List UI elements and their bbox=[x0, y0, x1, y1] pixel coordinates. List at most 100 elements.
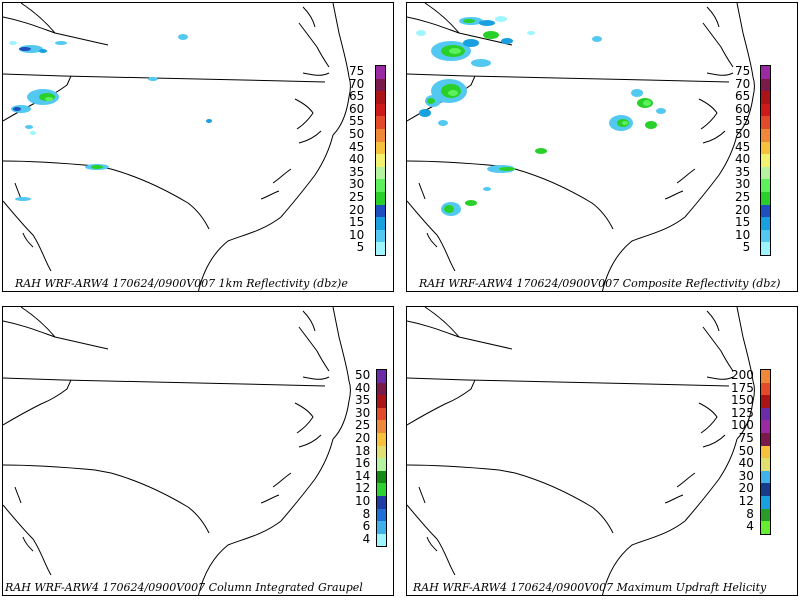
boundary-line bbox=[332, 3, 350, 78]
color-swatch bbox=[376, 191, 385, 205]
panel-caption: RAH WRF-ARW4 170624/0900V007 Composite R… bbox=[419, 277, 781, 290]
radar-echo bbox=[19, 47, 31, 51]
scale-label: 60 bbox=[349, 101, 365, 116]
color-swatch bbox=[761, 458, 770, 471]
color-swatch bbox=[761, 217, 770, 230]
color-scale bbox=[375, 65, 386, 256]
boundary-line bbox=[3, 200, 52, 272]
scale-label: 65 bbox=[349, 89, 365, 104]
color-swatch bbox=[761, 179, 770, 192]
scale-label: 40 bbox=[355, 380, 371, 395]
radar-echo bbox=[656, 108, 666, 114]
color-swatch bbox=[376, 166, 385, 180]
boundary-line bbox=[602, 520, 686, 595]
color-swatch bbox=[376, 78, 385, 92]
radar-echo bbox=[483, 31, 499, 39]
boundary-line bbox=[22, 536, 34, 552]
boundary-line bbox=[22, 232, 34, 248]
scale-label: 45 bbox=[349, 139, 365, 154]
radar-echo bbox=[416, 30, 426, 36]
color-scale bbox=[760, 369, 771, 535]
color-swatch bbox=[376, 66, 385, 79]
boundary-line bbox=[272, 472, 292, 488]
panel-caption: RAH WRF-ARW4 170624/0900V007 Maximum Upd… bbox=[413, 581, 767, 594]
radar-echo bbox=[438, 120, 448, 126]
panel-column-integrated-graupel: 50 40 35 30 25 20 18 16 14 12 10 8 6 4 RAH WRF-ARW4 1… bbox=[2, 306, 394, 596]
radar-echo bbox=[25, 125, 33, 129]
scale-label: 25 bbox=[355, 418, 371, 433]
scale-label: 175 bbox=[731, 380, 754, 395]
radar-echo bbox=[483, 187, 491, 191]
boundary-line bbox=[3, 73, 326, 83]
scale-label: 50 bbox=[349, 126, 365, 141]
boundary-line bbox=[198, 216, 282, 291]
color-swatch bbox=[376, 103, 385, 117]
scale-label: 20 bbox=[355, 430, 371, 445]
boundary-line bbox=[14, 182, 22, 200]
color-swatch bbox=[761, 128, 770, 142]
color-swatch bbox=[376, 91, 385, 104]
boundary-line bbox=[702, 22, 734, 68]
scale-label: 60 bbox=[735, 101, 751, 116]
scale-label: 50 bbox=[735, 126, 751, 141]
color-swatch bbox=[761, 382, 770, 396]
radar-echo bbox=[13, 107, 21, 111]
color-scale bbox=[760, 65, 771, 256]
color-swatch bbox=[376, 179, 385, 192]
boundary-line bbox=[260, 494, 280, 504]
boundary-line bbox=[736, 307, 754, 382]
scale-label: 10 bbox=[349, 227, 365, 242]
radar-echo bbox=[444, 205, 454, 213]
scale-label: 150 bbox=[731, 393, 754, 408]
scale-label: 8 bbox=[746, 506, 754, 521]
scale-label: 35 bbox=[355, 393, 371, 408]
color-swatch bbox=[376, 204, 385, 218]
radar-echo bbox=[45, 97, 53, 101]
boundary-line bbox=[272, 168, 292, 184]
boundary-line bbox=[684, 438, 738, 522]
boundary-line bbox=[294, 98, 314, 130]
scale-label: 40 bbox=[738, 456, 754, 471]
radar-echo bbox=[592, 36, 602, 42]
scale-label: 30 bbox=[349, 177, 365, 192]
boundary-line bbox=[514, 472, 614, 534]
color-scale-labels: 75 70 65 60 55 50 45 40 35 30 25 20 15 10 5 bbox=[735, 65, 750, 254]
color-swatch bbox=[377, 495, 386, 509]
panel-caption: RAH WRF-ARW4 170624/0900V007 1km Reflect… bbox=[15, 277, 348, 290]
color-swatch bbox=[376, 229, 385, 243]
scale-label: 200 bbox=[731, 368, 754, 382]
boundary-line bbox=[407, 200, 456, 272]
radar-echo bbox=[206, 119, 212, 123]
boundary-line bbox=[706, 6, 720, 28]
radar-echo bbox=[631, 89, 643, 97]
panel-maximum-updraft-helicity: 200 175 150 125 100 75 50 40 30 20 12 8 4 RAH WRF-AR… bbox=[406, 306, 798, 596]
boundary-line bbox=[736, 3, 754, 78]
scale-label: 15 bbox=[349, 215, 365, 230]
radar-echo bbox=[448, 90, 458, 96]
panel-1km-reflectivity: 75 70 65 60 55 50 45 40 35 30 25 20 15 10 5 RAH WRF-AR… bbox=[2, 2, 394, 292]
boundary-line bbox=[702, 434, 726, 448]
color-swatch bbox=[761, 395, 770, 408]
color-swatch bbox=[376, 154, 385, 167]
boundary-line bbox=[736, 380, 755, 440]
boundary-line bbox=[280, 134, 334, 218]
radar-echo bbox=[178, 34, 188, 40]
scale-label: 50 bbox=[355, 368, 371, 382]
boundary-line bbox=[110, 472, 210, 534]
boundary-line bbox=[426, 232, 438, 248]
scale-label: 100 bbox=[731, 418, 754, 433]
color-swatch bbox=[761, 470, 770, 484]
boundary-line bbox=[676, 168, 696, 184]
scale-label: 10 bbox=[355, 493, 371, 508]
boundary-line bbox=[702, 130, 726, 144]
radar-echo bbox=[30, 131, 36, 135]
color-swatch bbox=[376, 242, 385, 255]
boundary-line bbox=[3, 377, 326, 387]
radar-echo bbox=[645, 121, 657, 129]
radar-echo bbox=[419, 109, 431, 117]
color-swatch bbox=[377, 420, 386, 433]
color-swatch bbox=[761, 370, 770, 383]
scale-label: 5 bbox=[356, 240, 365, 255]
scale-label: 12 bbox=[738, 493, 754, 508]
color-swatch bbox=[761, 166, 770, 180]
